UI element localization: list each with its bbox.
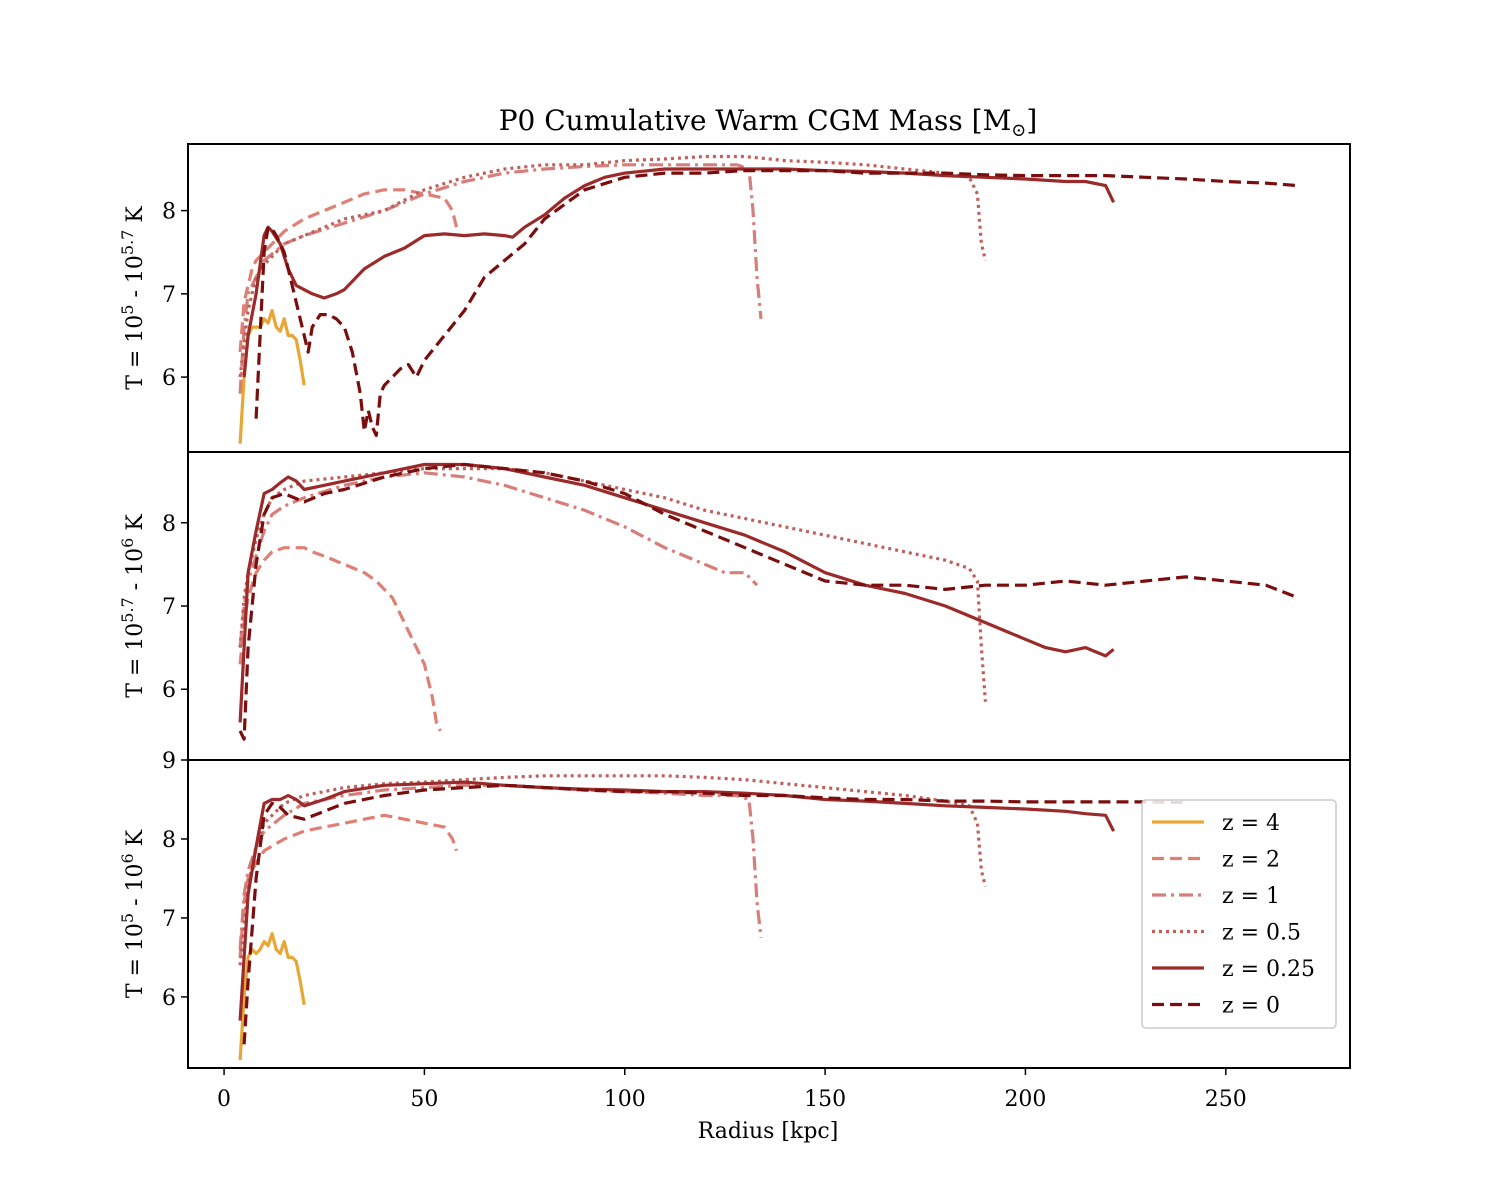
series-line [238,813,459,958]
chart-title-sub: ⊙ [1011,120,1026,141]
chart-title-main: P0 Cumulative Warm CGM Mass [M [499,104,1012,137]
series-line [238,546,442,732]
y-axis-label: T = 105.7 - 106 K [118,514,148,698]
y-axis-label-text: - 10 [123,255,148,304]
y-axis-label-superscript: 5.7 [118,597,137,622]
y-tick-label: 9 [162,749,176,774]
series-line [238,188,459,353]
series-group [238,462,1299,741]
y-axis-label-text: - 10 [123,548,148,597]
legend-label: z = 0.5 [1222,921,1301,946]
series-line [238,471,759,648]
y-axis-label-superscript: 5.7 [118,230,137,255]
legend-label: z = 0 [1222,994,1280,1019]
x-tick-label: 200 [1004,1087,1046,1112]
legend-label: z = 0.25 [1222,957,1315,982]
chart-title: P0 Cumulative Warm CGM Mass [M⊙] [499,104,1038,141]
series-line [254,169,1299,437]
y-tick-label: 7 [162,907,176,932]
y-axis-label-text: K [123,514,148,538]
y-axis-label-text: - 10 [123,863,148,912]
y-tick-label: 6 [162,678,176,703]
series-line [238,783,763,950]
chart-title-close: ] [1026,104,1037,137]
panel-frame [187,451,1351,761]
y-axis-label: T = 105 - 106 K [118,829,148,998]
y-tick-label: 7 [162,595,176,620]
panel-frame [187,759,1351,1069]
x-tick-label: 100 [604,1087,646,1112]
legend-label: z = 2 [1222,848,1280,873]
legend: z = 4 z = 2 z = 1 z = 0.5 z = 0.25 z = 0 [1141,799,1337,1029]
x-tick-label: 150 [804,1087,846,1112]
panel-1: 6 7 8 T = 105 - 105.7 K [118,143,1351,453]
y-tick-label: 8 [162,200,176,225]
y-axis-label-text: T = 10 [123,315,148,390]
y-tick-label: 7 [162,283,176,308]
y-axis-label-superscript: 5 [118,305,137,315]
legend-label: z = 1 [1222,884,1280,909]
x-tick-label: 0 [217,1087,231,1112]
y-axis-label-superscript: 6 [118,538,137,548]
series-line [238,154,987,378]
x-axis-label: Radius [kpc] [698,1119,839,1144]
series-line [238,467,987,702]
series-line [242,167,1116,378]
y-axis-label: T = 105 - 105.7 K [118,206,148,390]
x-tick-label: 250 [1205,1087,1247,1112]
y-axis-label-text: K [123,829,148,853]
x-tick-label: 50 [410,1087,438,1112]
series-line [238,774,987,966]
y-axis-label-text: K [123,206,148,230]
legend-label: z = 4 [1222,811,1280,836]
y-tick-label: 8 [162,512,176,537]
series-line [238,163,763,394]
series-line [238,462,1115,723]
series-group [238,774,1186,1061]
series-line [238,462,1299,741]
series-line [242,783,1186,1045]
y-axis-label-text: T = 10 [123,923,148,998]
y-axis-label-text: T = 10 [123,623,148,698]
y-axis-label-superscript: 6 [118,853,137,863]
y-tick-label: 6 [162,366,176,391]
y-tick-label: 8 [162,828,176,853]
y-tick-label: 6 [162,986,176,1011]
series-group [238,154,1299,444]
y-axis-label-superscript: 5 [118,913,137,923]
